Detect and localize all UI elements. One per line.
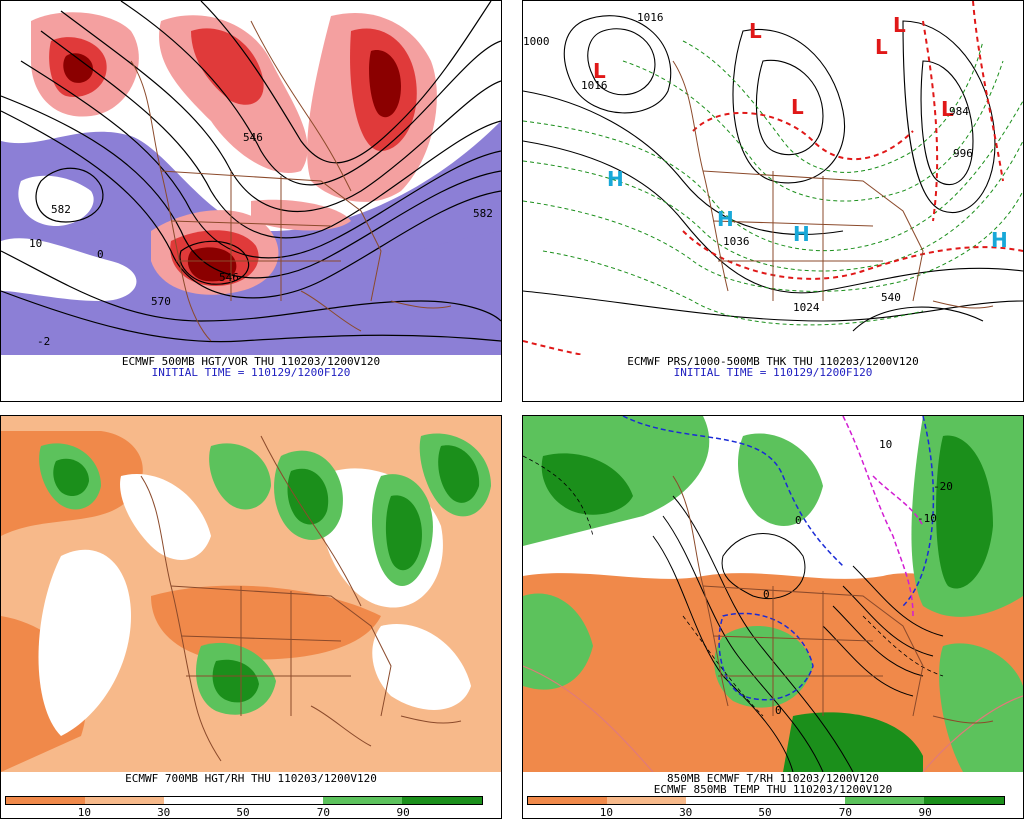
colorbar-tick: 70 <box>316 806 330 819</box>
high-pressure-marker: H <box>793 222 810 246</box>
contour-label: 546 <box>243 131 263 144</box>
contour-label: 546 <box>219 271 239 284</box>
contour-label: 570 <box>151 295 171 308</box>
vorticity-map <box>1 1 501 355</box>
colorbar-tick: 50 <box>236 806 250 819</box>
pressure-thickness-map <box>523 1 1023 355</box>
caption-title: ECMWF 500MB HGT/VOR THU 110203/1200V120 <box>121 355 381 368</box>
rh-colorbar <box>527 796 1005 805</box>
colorbar-tick: 70 <box>838 806 852 819</box>
caption-initial-time: INITIAL TIME = 110129/1200F120 <box>151 366 351 379</box>
contour-label: 0 <box>763 588 770 601</box>
contour-label: 582 <box>473 207 493 220</box>
panel-850mb-temp-rh: 10 0 0 -10 0 -20 850MB ECMWF T/RH 110203… <box>522 415 1024 819</box>
contour-label: 10 <box>29 237 43 250</box>
contour-label: 1000 <box>523 35 550 48</box>
colorbar-tick: 10 <box>599 806 613 819</box>
contour-label: 1016 <box>581 79 608 92</box>
colorbar-tick: 50 <box>758 806 772 819</box>
panel-500mb-height-vorticity: 582 546 582 546 570 10 0 -2 ECMWF 500MB … <box>0 0 502 402</box>
contour-label: 984 <box>949 105 969 118</box>
contour-label: 540 <box>881 291 901 304</box>
contour-label: 1024 <box>793 301 820 314</box>
temperature-humidity-map <box>523 416 1023 772</box>
contour-label: 1036 <box>723 235 750 248</box>
caption-title: 850MB ECMWF T/RH 110203/1200V120 <box>667 772 879 785</box>
contour-label: -10 <box>917 512 937 525</box>
colorbar-tick: 90 <box>918 806 932 819</box>
contour-label: -20 <box>933 480 953 493</box>
low-pressure-marker: L <box>941 97 954 121</box>
colorbar-tick: 90 <box>396 806 410 819</box>
contour-label: 0 <box>795 514 802 527</box>
contour-label: 996 <box>953 147 973 160</box>
caption-initial-time: INITIAL TIME = 110129/1200F120 <box>673 366 873 379</box>
contour-label: 1016 <box>637 11 664 24</box>
rh-colorbar <box>5 796 483 805</box>
panel-pressure-thickness: H H H H L L L L L L 1016 1024 1000 1016 … <box>522 0 1024 402</box>
low-pressure-marker: L <box>749 19 762 43</box>
caption-subtitle: ECMWF 850MB TEMP THU 110203/1200V120 <box>653 783 893 796</box>
contour-label: 10 <box>879 438 893 451</box>
contour-label: 0 <box>775 704 782 717</box>
panel-700mb-height-rh: ECMWF 700MB HGT/RH THU 110203/1200V120 1… <box>0 415 502 819</box>
contour-label: 0 <box>97 248 104 261</box>
caption-title: ECMWF PRS/1000-500MB THK THU 110203/1200… <box>627 355 919 368</box>
low-pressure-marker: L <box>791 95 804 119</box>
high-pressure-marker: H <box>991 228 1008 252</box>
caption-title: ECMWF 700MB HGT/RH THU 110203/1200V120 <box>125 772 377 785</box>
low-pressure-marker: L <box>875 35 888 59</box>
contour-label: 582 <box>51 203 71 216</box>
low-pressure-marker: L <box>593 59 606 83</box>
colorbar-tick: 30 <box>679 806 693 819</box>
colorbar-tick: 10 <box>77 806 91 819</box>
low-pressure-marker: L <box>893 13 906 37</box>
relative-humidity-map <box>1 416 501 772</box>
high-pressure-marker: H <box>717 207 734 231</box>
high-pressure-marker: H <box>607 167 624 191</box>
colorbar-tick: 30 <box>157 806 171 819</box>
contour-label: -2 <box>37 335 51 348</box>
